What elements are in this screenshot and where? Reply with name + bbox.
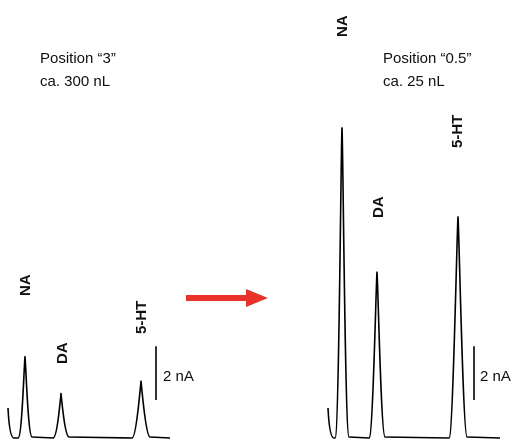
scale-label-left: 2 nA: [163, 368, 194, 385]
trace-right: [327, 127, 501, 439]
caption-left-line1: Position “3”: [40, 50, 116, 67]
peak-label-left-na: NA: [17, 274, 34, 296]
peak-label-left-5ht: 5-HT: [133, 301, 150, 334]
caption-right-line2: ca. 25 nL: [383, 73, 445, 90]
peak-label-left-da: DA: [54, 342, 71, 364]
caption-right-line1: Position “0.5”: [383, 50, 471, 67]
chromatogram-left: Position “3” ca. 300 nL NA DA 5-HT 2 nA: [7, 50, 194, 439]
scale-label-right: 2 nA: [480, 368, 511, 385]
trace-left: [7, 355, 171, 439]
chromatogram-right: Position “0.5” ca. 25 nL NA DA 5-HT 2 nA: [327, 15, 511, 439]
peak-label-right-5ht: 5-HT: [449, 115, 466, 148]
peak-label-right-da: DA: [370, 196, 387, 218]
peak-label-right-na: NA: [334, 15, 351, 37]
caption-left-line2: ca. 300 nL: [40, 73, 110, 90]
red-arrow-icon: [186, 289, 268, 307]
